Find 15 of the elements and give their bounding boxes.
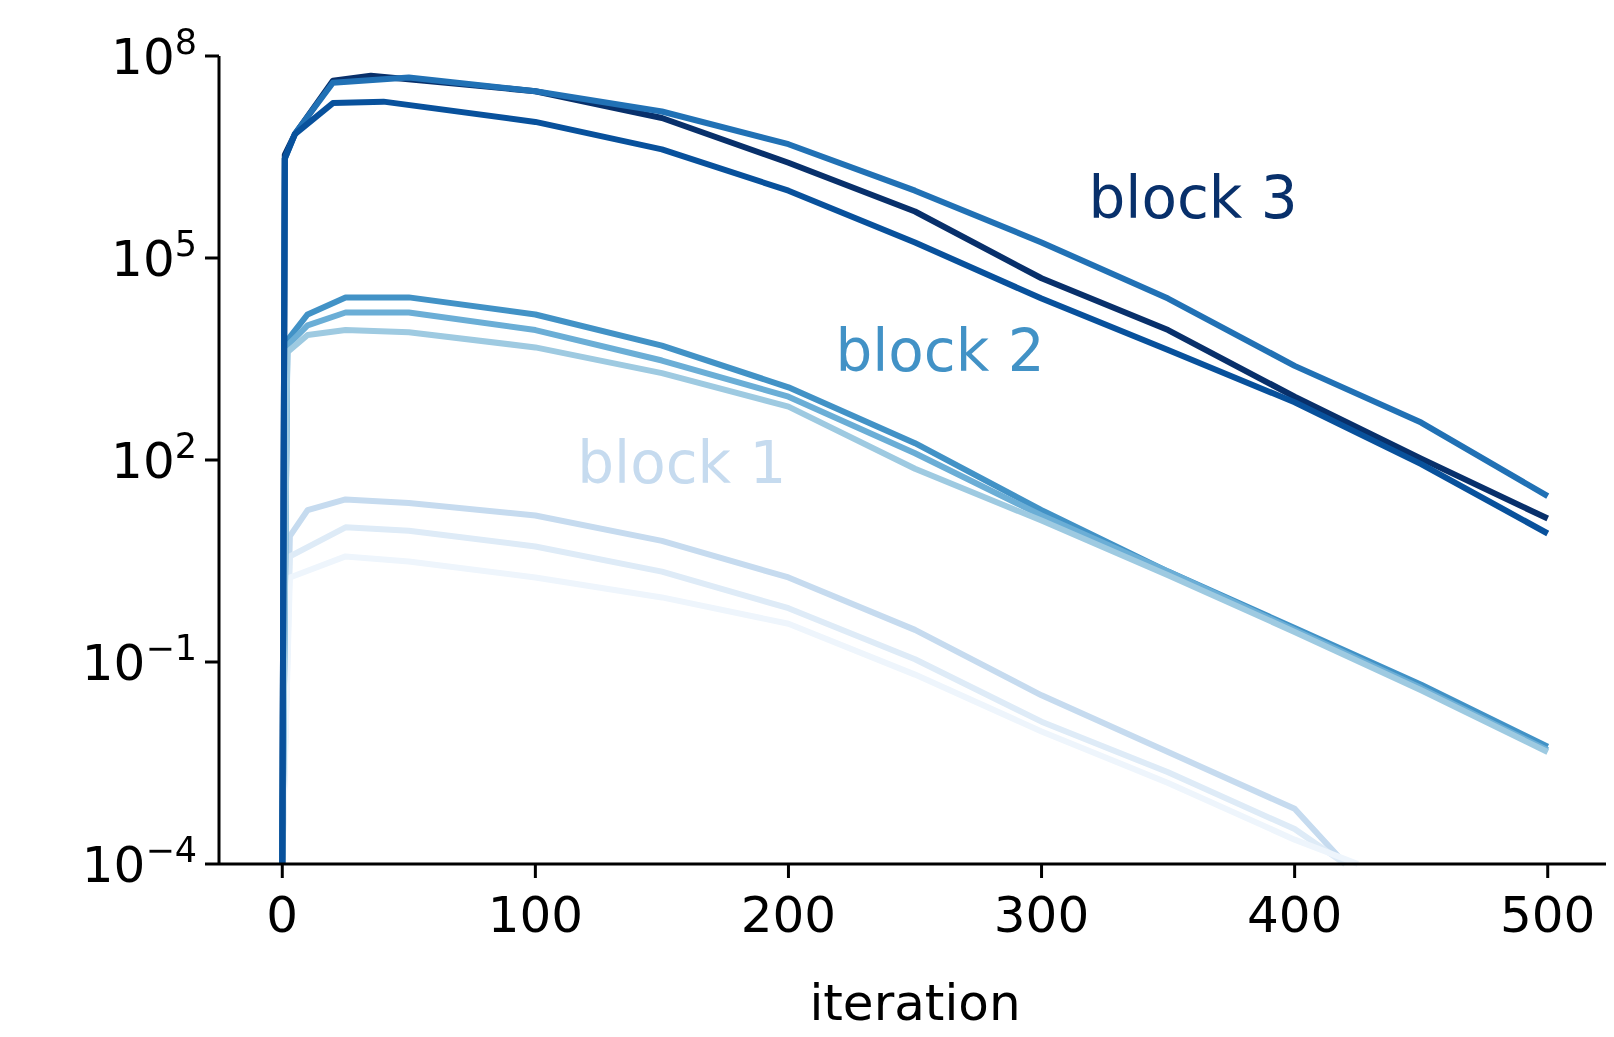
- x-tick-label: 500: [1500, 886, 1596, 944]
- x-tick-label: 200: [740, 886, 837, 944]
- series-label: block 3: [1088, 164, 1298, 233]
- y-tick-label: 10$^{−4}$: [81, 830, 197, 894]
- y-tick-label: 10$^{8}$: [111, 22, 197, 86]
- y-tick-label: 10$^{2}$: [111, 426, 197, 490]
- x-tick-label: 400: [1246, 886, 1343, 944]
- x-tick-label: 100: [487, 886, 584, 944]
- series-label: block 1: [577, 428, 787, 497]
- x-tick-label: 300: [993, 886, 1090, 944]
- x-axis-title: iteration: [809, 974, 1021, 1032]
- series-label: block 2: [835, 317, 1045, 386]
- y-tick-label: 10$^{−1}$: [81, 628, 197, 692]
- y-tick-label: 10$^{5}$: [111, 224, 197, 288]
- x-tick-label: 0: [266, 886, 299, 944]
